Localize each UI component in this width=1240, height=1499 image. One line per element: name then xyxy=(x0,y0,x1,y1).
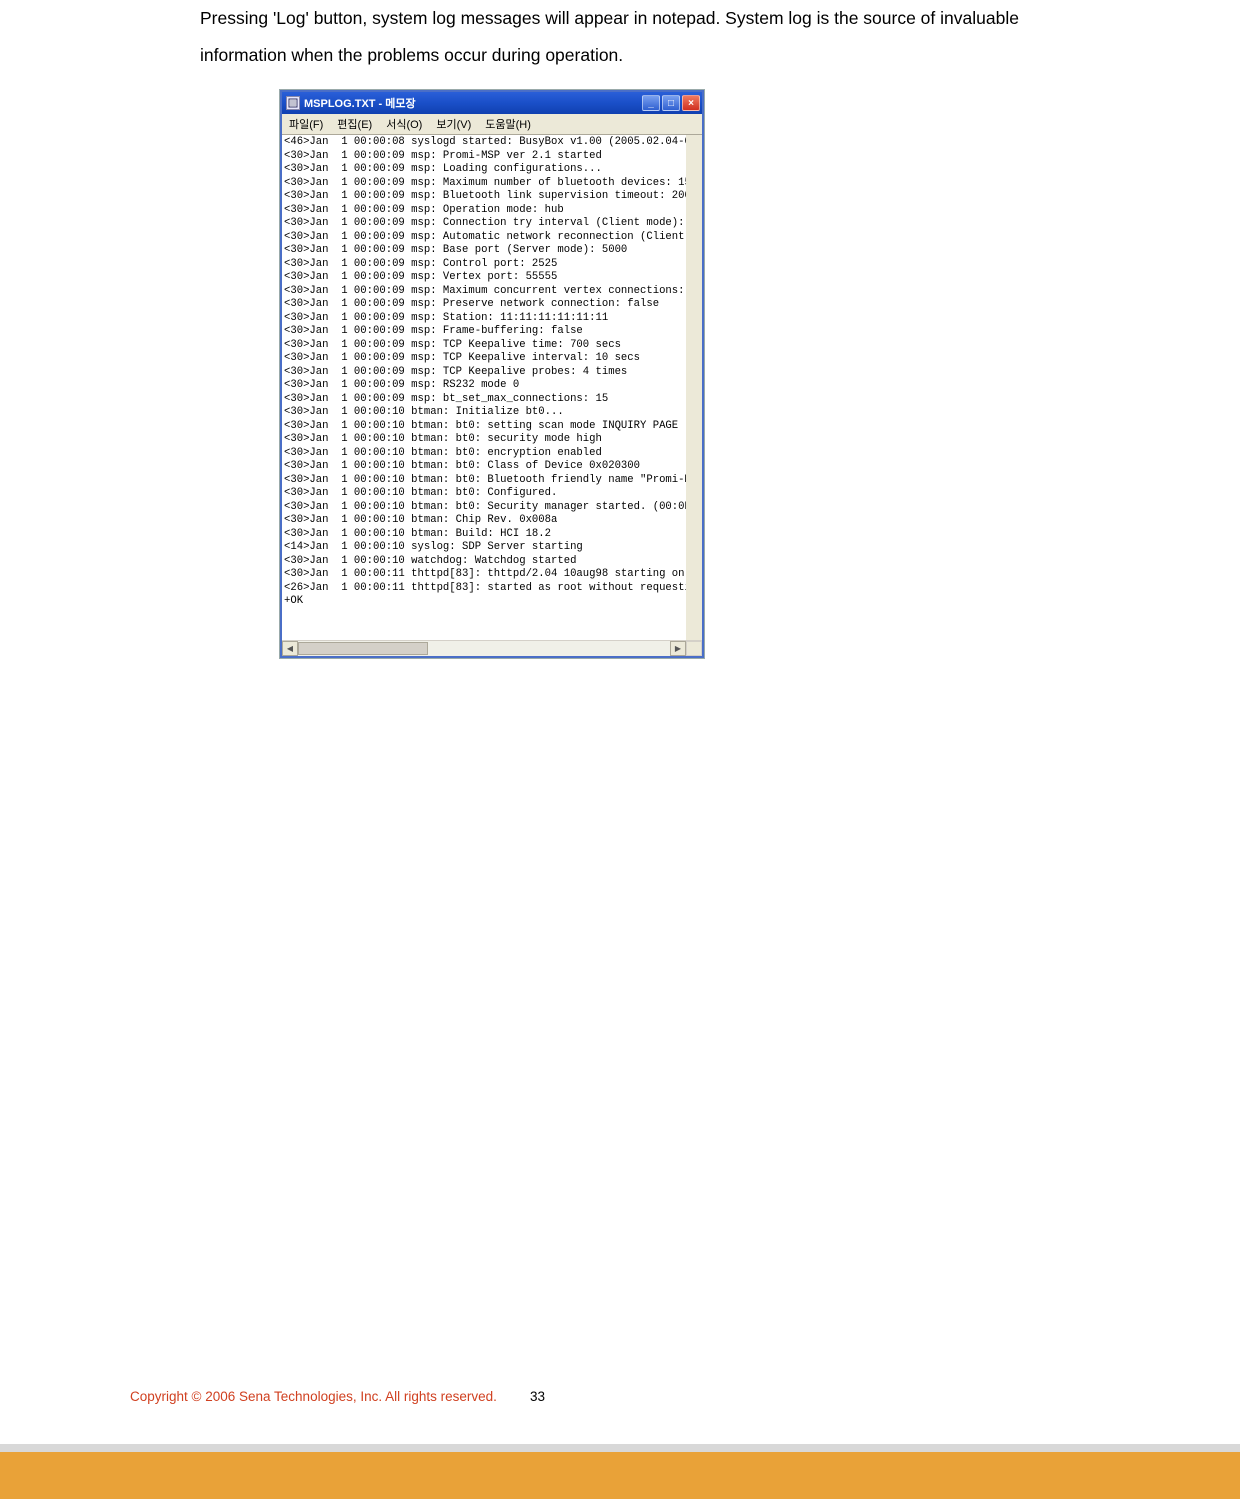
scroll-up-arrow-icon[interactable]: ▲ xyxy=(687,135,702,151)
menubar: 파일(F) 편집(E) 서식(O) 보기(V) 도움말(H) xyxy=(282,114,702,135)
notepad-window: MSPLOG.TXT - 메모장 _ □ × 파일(F) 편집(E) 서식(O)… xyxy=(280,90,704,658)
copyright-footer: Copyright © 2006 Sena Technologies, Inc.… xyxy=(130,1389,497,1404)
vscroll-track[interactable] xyxy=(687,151,702,624)
scroll-left-arrow-icon[interactable]: ◀ xyxy=(282,641,298,656)
menu-edit[interactable]: 편집(E) xyxy=(330,115,379,133)
vertical-scrollbar[interactable]: ▲ ▼ xyxy=(686,135,702,640)
text-content-area[interactable]: <46>Jan 1 00:00:08 syslogd started: Busy… xyxy=(282,135,702,640)
menu-help[interactable]: 도움말(H) xyxy=(478,115,538,133)
hscroll-thumb[interactable] xyxy=(298,642,428,655)
maximize-button[interactable]: □ xyxy=(662,95,680,111)
menu-view[interactable]: 보기(V) xyxy=(429,115,478,133)
menu-format[interactable]: 서식(O) xyxy=(379,115,429,133)
page-number: 33 xyxy=(530,1389,545,1404)
horizontal-scrollbar[interactable]: ◀ ▶ xyxy=(282,640,702,656)
footer-bar xyxy=(0,1444,1240,1499)
scroll-right-arrow-icon[interactable]: ▶ xyxy=(670,641,686,656)
close-button[interactable]: × xyxy=(682,95,700,111)
menu-file[interactable]: 파일(F) xyxy=(282,115,330,133)
titlebar[interactable]: MSPLOG.TXT - 메모장 _ □ × xyxy=(282,92,702,114)
vscroll-thumb[interactable] xyxy=(688,151,701,529)
minimize-button[interactable]: _ xyxy=(642,95,660,111)
window-title: MSPLOG.TXT - 메모장 xyxy=(304,95,642,111)
scroll-corner xyxy=(686,641,702,656)
scroll-down-arrow-icon[interactable]: ▼ xyxy=(687,624,702,640)
log-text: <46>Jan 1 00:00:08 syslogd started: Busy… xyxy=(282,135,686,610)
body-paragraph: Pressing 'Log' button, system log messag… xyxy=(200,0,1040,74)
hscroll-track[interactable] xyxy=(298,641,670,656)
notepad-icon xyxy=(286,96,300,110)
window-buttons: _ □ × xyxy=(642,95,700,111)
